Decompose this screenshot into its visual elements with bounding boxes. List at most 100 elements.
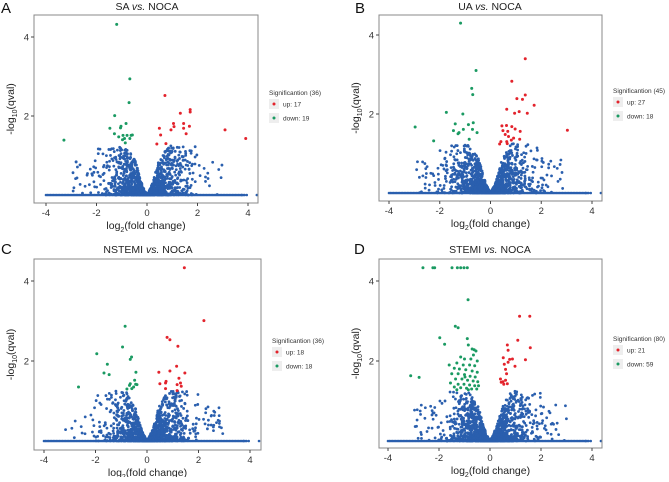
x-label-text: (fold change) bbox=[124, 220, 185, 232]
ns-point bbox=[186, 394, 189, 397]
ns-point bbox=[469, 148, 472, 151]
up-point bbox=[244, 137, 247, 140]
ns-point bbox=[514, 186, 517, 189]
ns-point bbox=[186, 189, 189, 192]
ns-point bbox=[453, 412, 456, 415]
ns-point bbox=[182, 145, 185, 148]
ns-point bbox=[134, 436, 137, 439]
ns-point bbox=[172, 417, 175, 420]
ns-point bbox=[105, 166, 108, 169]
ns-point bbox=[169, 150, 172, 153]
ns-point bbox=[437, 188, 440, 191]
ns-point bbox=[194, 404, 197, 407]
ns-point bbox=[547, 163, 550, 166]
ns-point bbox=[515, 154, 518, 157]
ns-point bbox=[89, 168, 92, 171]
ns-point bbox=[526, 165, 529, 168]
ns-point bbox=[127, 429, 130, 432]
down-point bbox=[128, 384, 131, 387]
ns-point bbox=[110, 394, 113, 397]
ns-point bbox=[536, 159, 539, 162]
up-point bbox=[159, 133, 162, 136]
ns-point bbox=[556, 167, 559, 170]
y-label-subscript: 10 bbox=[357, 108, 364, 116]
ns-point bbox=[444, 400, 447, 403]
y-tick-label: 4 bbox=[24, 33, 29, 44]
ns-point bbox=[129, 413, 132, 416]
ns-point bbox=[114, 168, 117, 171]
ns-point bbox=[186, 181, 189, 184]
down-point bbox=[128, 137, 131, 140]
ns-point bbox=[171, 183, 174, 186]
ns-point bbox=[204, 176, 207, 179]
ns-point bbox=[133, 415, 136, 418]
down-point bbox=[445, 111, 448, 114]
up-point bbox=[518, 138, 521, 141]
ns-point bbox=[64, 428, 67, 431]
ns-point bbox=[212, 410, 215, 413]
ns-point bbox=[93, 180, 96, 183]
ns-point bbox=[131, 174, 134, 177]
up-point bbox=[168, 370, 171, 373]
ns-point bbox=[142, 435, 145, 438]
ns-point bbox=[191, 163, 194, 166]
ns-point bbox=[176, 163, 179, 166]
ns-point bbox=[97, 152, 100, 155]
ns-point bbox=[220, 426, 223, 429]
ns-point bbox=[76, 166, 79, 169]
up-point bbox=[510, 80, 513, 83]
x-tick-label: -4 bbox=[40, 455, 48, 466]
ns-point bbox=[182, 159, 185, 162]
ns-point bbox=[114, 398, 117, 401]
ns-point bbox=[445, 160, 448, 163]
up-point bbox=[163, 94, 166, 97]
ns-point bbox=[541, 183, 544, 186]
ns-point bbox=[559, 178, 562, 181]
ns-point bbox=[179, 425, 182, 428]
ns-point bbox=[190, 184, 193, 187]
ns-point bbox=[121, 167, 124, 170]
down-point bbox=[467, 123, 470, 126]
up-point bbox=[173, 125, 176, 128]
ns-point bbox=[449, 153, 452, 156]
ns-point bbox=[137, 422, 140, 425]
ns-point bbox=[120, 428, 123, 431]
ns-point bbox=[533, 166, 536, 169]
ns-point bbox=[537, 185, 540, 188]
ns-point bbox=[79, 183, 82, 186]
ns-point bbox=[115, 418, 118, 421]
ns-point bbox=[203, 167, 206, 170]
ns-point bbox=[182, 407, 185, 410]
ns-point bbox=[540, 165, 543, 168]
ns-point bbox=[472, 159, 475, 162]
ns-point bbox=[158, 413, 161, 416]
ns-point bbox=[444, 177, 447, 180]
legend-title: Significantion (36) bbox=[269, 90, 321, 97]
up-point bbox=[510, 125, 513, 128]
ns-point bbox=[167, 162, 170, 165]
ns-point bbox=[136, 175, 139, 178]
down-point bbox=[134, 371, 137, 374]
ns-point bbox=[102, 173, 105, 176]
ns-point bbox=[505, 185, 508, 188]
ns-point bbox=[137, 169, 140, 172]
ns-point bbox=[439, 149, 442, 152]
ns-point bbox=[176, 407, 179, 410]
ns-point bbox=[72, 190, 75, 193]
ns-point bbox=[215, 421, 218, 424]
ns-point bbox=[150, 433, 153, 436]
y-tick-label: 4 bbox=[24, 277, 29, 288]
ns-point bbox=[180, 405, 183, 408]
ns-point bbox=[117, 177, 120, 180]
ns-point bbox=[176, 160, 179, 163]
ns-point bbox=[464, 144, 467, 147]
ns-point bbox=[474, 162, 477, 165]
ns-point bbox=[115, 436, 118, 439]
legend-up-label: up: 17 bbox=[283, 102, 301, 109]
ns-point bbox=[456, 149, 459, 152]
ns-point bbox=[191, 427, 194, 430]
ns-point bbox=[169, 430, 172, 433]
legend-up-marker bbox=[276, 351, 279, 354]
ns-point bbox=[119, 149, 122, 152]
ns-point bbox=[523, 180, 526, 183]
